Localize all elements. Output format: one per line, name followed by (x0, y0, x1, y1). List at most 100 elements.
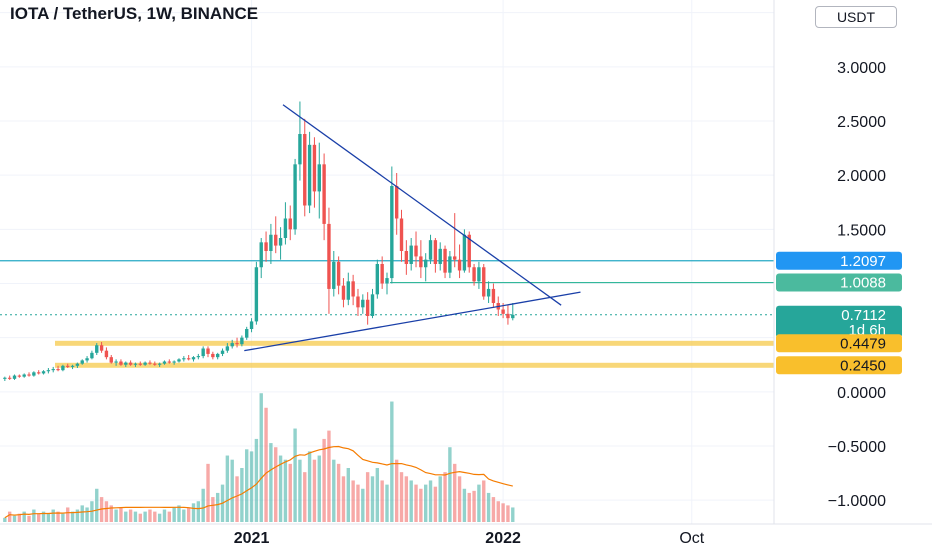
grid-lines (0, 0, 774, 524)
candle-body (225, 346, 230, 351)
price-tag-box (776, 305, 902, 338)
volume-bar (85, 507, 89, 522)
price-tag-label: 1.0088 (840, 275, 886, 292)
candle-body (491, 288, 496, 303)
price-axis-tick-label: 2.0000 (837, 168, 886, 185)
volume-bar (274, 447, 278, 522)
volume-bar (453, 463, 457, 522)
volume-bar (293, 428, 297, 522)
volume-bar (269, 443, 273, 522)
price-tag-box (776, 273, 902, 292)
candle-body (336, 261, 341, 286)
volume-bar (225, 455, 230, 522)
candle-body (162, 361, 167, 364)
volume-bar (66, 507, 70, 522)
candle-body (211, 353, 215, 358)
volume-bar (327, 430, 331, 522)
candle-body (365, 299, 370, 316)
candle-body (283, 218, 288, 238)
volume-bar (211, 497, 215, 522)
volume-bar (283, 459, 288, 522)
price-tag-box (776, 334, 902, 353)
currency-button[interactable]: USDT (815, 6, 897, 28)
candle-body (317, 164, 321, 192)
chart-title: IOTA / TetherUS, 1W, BINANCE (10, 4, 259, 23)
volume-bar (7, 511, 12, 522)
candlesticks (3, 101, 515, 381)
horizontal-levels (0, 260, 774, 368)
candle-body (264, 242, 268, 251)
candle-body (438, 248, 442, 264)
volume-bar (167, 511, 172, 522)
volume-bar (162, 509, 167, 522)
volume-bar (177, 505, 181, 522)
volume-bar (104, 501, 109, 522)
volume-bar (172, 507, 176, 522)
volume-bar (235, 476, 239, 522)
candle-body (462, 234, 467, 271)
trendline-descending-resistance (282, 104, 562, 306)
candle-body (351, 281, 355, 297)
candle-body (85, 358, 89, 361)
candle-body (278, 238, 283, 246)
candle-body (32, 372, 36, 376)
volume-bar (506, 505, 510, 522)
volume-bar (472, 490, 476, 522)
candle-body (390, 186, 394, 279)
candle-body (196, 356, 201, 358)
volume-bar (394, 459, 399, 522)
candle-body (409, 245, 413, 264)
volume-bar (46, 513, 51, 522)
candle-body (90, 352, 94, 359)
candle-body (157, 363, 162, 365)
candle-body (114, 361, 118, 363)
volume-bar (288, 463, 292, 522)
volume-bar (501, 503, 505, 522)
price-axis-tick-label: 0.0000 (837, 385, 886, 402)
volume-bar (462, 488, 467, 522)
trendlines (244, 104, 581, 352)
candle-body (288, 218, 292, 230)
candle-body (66, 365, 70, 367)
volume-bar (443, 472, 447, 522)
time-axis-tick-label: 2022 (485, 530, 521, 547)
candle-body (472, 267, 476, 282)
volume-bar (375, 468, 380, 522)
candle-body (511, 314, 515, 319)
volume-bar (191, 503, 196, 522)
candle-body (448, 256, 452, 273)
volume-bar (124, 511, 128, 522)
time-axis[interactable]: 2021 2022 Oct (234, 530, 705, 547)
volume-bar (37, 513, 41, 522)
candle-body (249, 321, 254, 329)
candle-body (312, 144, 317, 192)
volume-bar (128, 509, 133, 522)
candle-body (177, 359, 181, 362)
candle-body (235, 343, 239, 345)
volume-bar (346, 468, 350, 522)
volume-bar (182, 509, 186, 522)
candle-body (143, 362, 147, 365)
candle-body (230, 343, 234, 347)
candle-body (95, 345, 99, 353)
candle-body (245, 329, 249, 338)
candle-body (37, 372, 41, 374)
volume-bar (41, 511, 46, 522)
candle-body (119, 361, 123, 365)
volume-bar (80, 505, 84, 522)
volume-bar (245, 449, 249, 522)
volume-bar (206, 463, 210, 522)
candle-body (128, 362, 133, 365)
volume-bar (230, 459, 234, 522)
time-axis-tick-label: 2021 (234, 530, 270, 547)
candle-body (259, 242, 263, 268)
volume-bar (240, 468, 244, 522)
volume-bar (322, 438, 326, 522)
candle-body (385, 278, 389, 284)
volume-bar (249, 451, 254, 522)
volume-bar (361, 488, 365, 522)
price-tag-label: 0.4479 (840, 335, 886, 352)
volume-bar (424, 484, 428, 522)
volume-bar (486, 492, 491, 522)
